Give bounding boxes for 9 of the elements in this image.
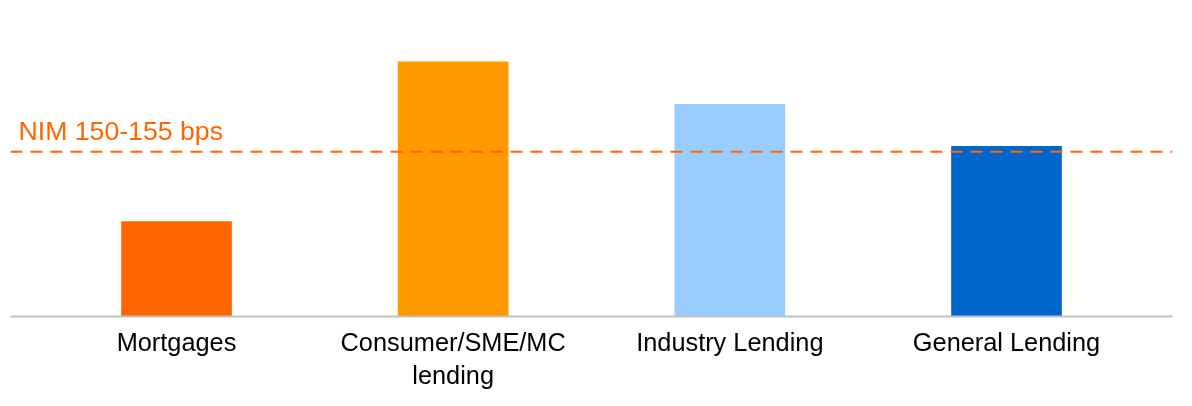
bar <box>121 221 232 317</box>
x-tick-label: Consumer/SME/MC lending <box>340 327 566 390</box>
bar <box>951 145 1062 317</box>
bar <box>397 61 509 317</box>
x-tick-label: General Lending <box>912 327 1101 356</box>
x-tick-label: Mortgages <box>116 327 237 356</box>
bar <box>674 104 786 317</box>
ref-line-label: NIM 150-155 bps <box>18 115 223 146</box>
x-tick-label: Industry Lending <box>636 327 824 356</box>
